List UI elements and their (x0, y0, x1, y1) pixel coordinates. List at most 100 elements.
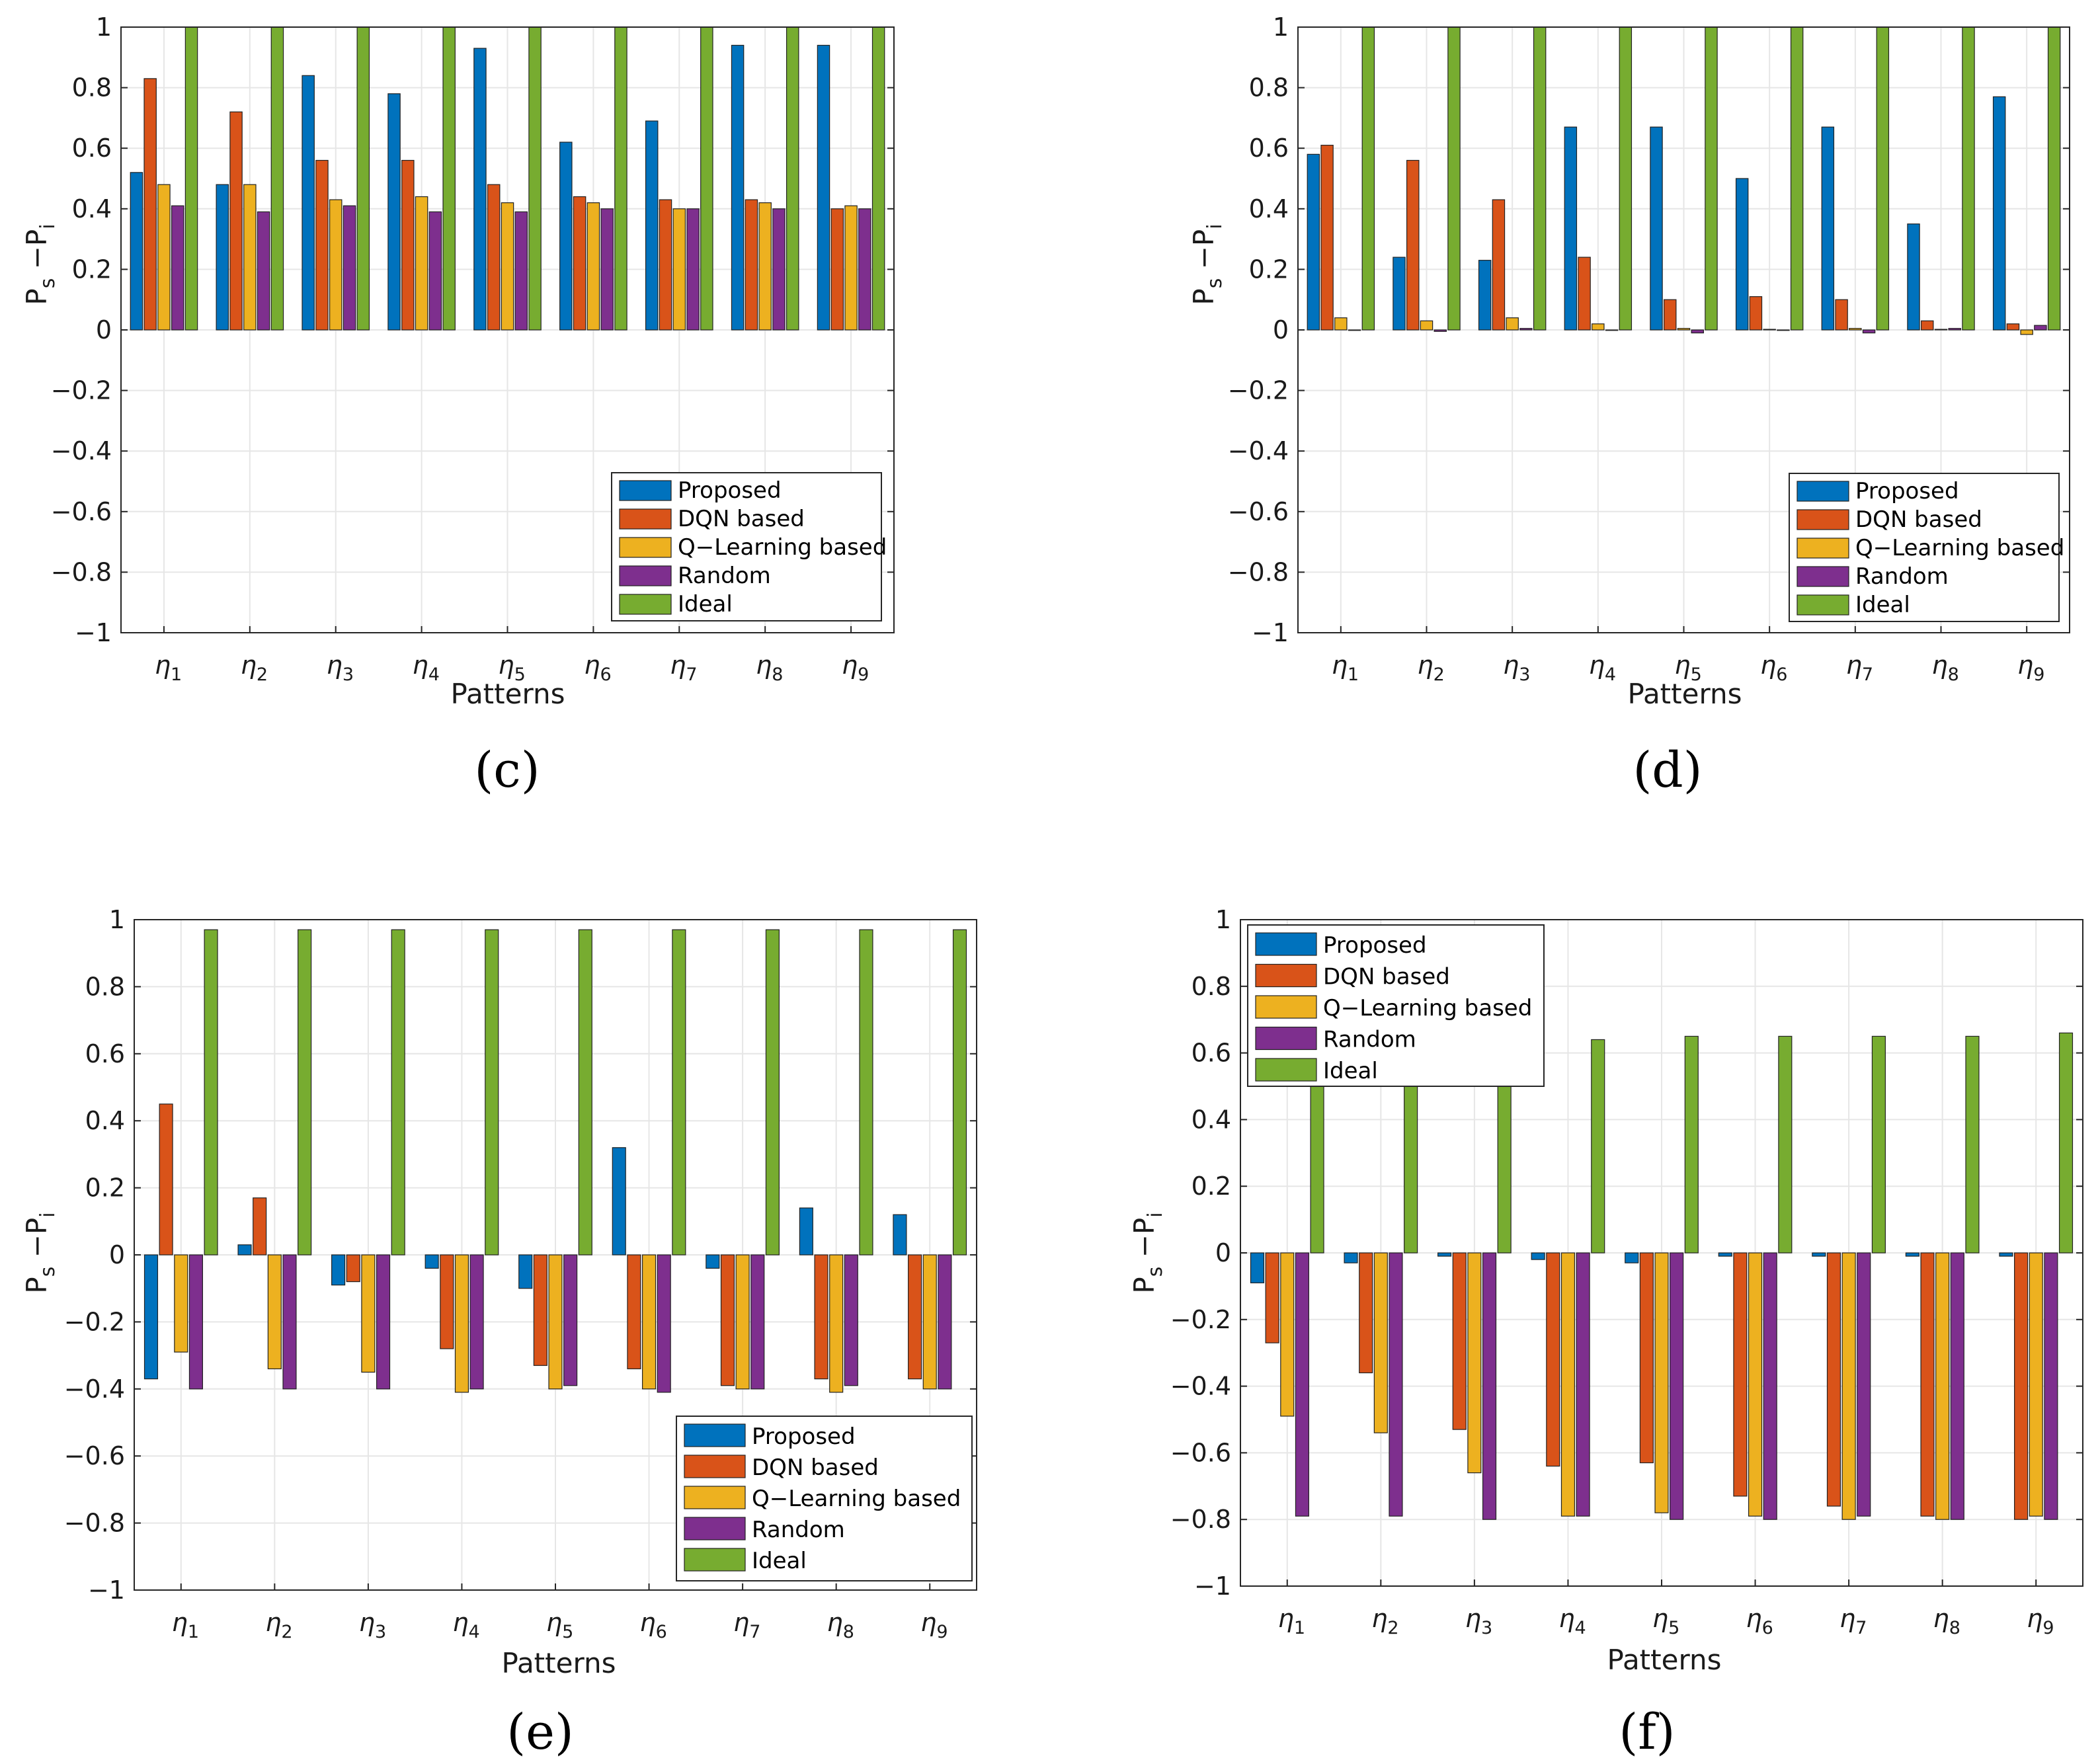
bar-random-eta3 (1482, 1252, 1497, 1520)
legend-swatch-proposed (1797, 481, 1849, 502)
bar-qlearning-eta3 (361, 1254, 376, 1373)
bar-random-eta9 (2044, 1252, 2058, 1520)
bar-dqn-eta3 (1492, 199, 1506, 331)
y-tick-label: −0.8 (1170, 1505, 1231, 1534)
bar-ideal-eta4 (1591, 1039, 1605, 1254)
y-tick-label: 0.4 (85, 1106, 125, 1135)
x-tick-label: η7 (1839, 1604, 1867, 1638)
bar-proposed-eta9 (1992, 96, 2006, 331)
x-tick-label: η2 (241, 651, 268, 685)
bar-random-eta5 (514, 211, 528, 331)
bar-random-eta2 (257, 211, 270, 331)
bar-dqn-eta4 (1546, 1252, 1560, 1467)
y-tick-label: −0.2 (1228, 376, 1289, 405)
bar-qlearning-eta7 (735, 1254, 750, 1390)
y-tick-label: 0.6 (1249, 134, 1289, 163)
legend-label-ideal: Ideal (678, 591, 733, 618)
bar-ideal-eta6 (1778, 1035, 1793, 1254)
bar-random-eta5 (1691, 329, 1704, 334)
bar-random-eta2 (1389, 1252, 1403, 1517)
bar-proposed-eta6 (1735, 178, 1749, 331)
bar-ideal-eta9 (952, 929, 967, 1256)
x-axis-label: Patterns (1607, 1644, 1722, 1676)
bar-dqn-eta6 (1749, 296, 1763, 331)
bar-qlearning-eta1 (174, 1254, 188, 1353)
y-tick-label: −0.8 (51, 557, 112, 586)
bar-random-eta6 (1763, 1252, 1777, 1520)
bar-dqn-eta5 (1639, 1252, 1654, 1464)
x-tick-label: η4 (1589, 651, 1616, 685)
y-tick-label: −0.4 (64, 1375, 125, 1404)
bar-dqn-eta3 (346, 1254, 360, 1283)
bar-qlearning-eta8 (758, 202, 772, 331)
bar-dqn-eta9 (2014, 1252, 2029, 1520)
bar-proposed-eta2 (1344, 1252, 1358, 1263)
x-tick-label: η3 (359, 1608, 386, 1642)
bar-proposed-eta9 (1999, 1252, 2013, 1257)
x-tick-label: η9 (920, 1608, 948, 1642)
chart-panel-2: −1 −0.8 −0.6 −0.4 −0.2 0 0.2 0.4 0.6 0.8 1 η1 η2 η3 η4… (1188, 13, 2070, 799)
bar-dqn-eta2 (229, 111, 243, 331)
bar-ideal-eta2 (1447, 26, 1461, 331)
x-tick-label: η2 (265, 1608, 292, 1642)
bar-random-eta8 (1950, 1252, 1964, 1520)
y-tick-label: 0.2 (1249, 255, 1289, 284)
bar-proposed-eta2 (216, 184, 229, 331)
bar-qlearning-eta9 (2020, 329, 2033, 335)
y-tick-label: 0.2 (72, 255, 112, 284)
bar-dqn-eta8 (1921, 320, 1934, 331)
bar-proposed-eta8 (1907, 223, 1920, 331)
bar-proposed-eta3 (1478, 260, 1492, 331)
bar-proposed-eta7 (1821, 126, 1835, 331)
bar-dqn-eta7 (1835, 299, 1848, 331)
bar-qlearning-eta6 (1763, 329, 1776, 331)
bar-ideal-eta9 (871, 26, 885, 331)
bar-proposed-eta8 (1905, 1252, 1919, 1257)
bar-proposed-eta4 (1564, 126, 1578, 331)
y-tick-label: −1 (1252, 618, 1289, 647)
bar-proposed-eta1 (143, 1254, 159, 1380)
bar-ideal-eta5 (1705, 26, 1718, 331)
bar-ideal-eta5 (528, 26, 542, 331)
bar-qlearning-eta2 (267, 1254, 282, 1369)
bar-random-eta4 (469, 1254, 484, 1390)
x-tick-label: η7 (1846, 651, 1873, 685)
legend-swatch-random (1797, 566, 1849, 587)
bar-proposed-eta1 (1307, 153, 1320, 331)
bar-proposed-eta4 (424, 1254, 439, 1269)
bar-dqn-eta7 (659, 199, 672, 331)
bar-dqn-eta1 (143, 78, 157, 331)
bar-ideal-eta6 (614, 26, 627, 331)
legend-label-random: Random (678, 563, 771, 589)
bar-qlearning-eta4 (1592, 323, 1605, 331)
legend-swatch-ideal (619, 594, 672, 615)
legend-label-random: Random (1855, 563, 1949, 590)
bar-qlearning-eta1 (157, 184, 171, 331)
bar-dqn-eta2 (1406, 159, 1420, 331)
legend-swatch-ideal (1797, 594, 1849, 616)
bar-proposed-eta1 (1250, 1252, 1265, 1283)
legend-label-qlearning: Q−Learning based (678, 534, 887, 561)
bar-qlearning-eta2 (1373, 1252, 1388, 1433)
panel-label: (f) (1619, 1704, 1675, 1758)
bar-dqn-eta7 (720, 1254, 735, 1386)
bar-ideal-eta9 (2047, 26, 2061, 331)
bar-qlearning-eta6 (586, 202, 600, 331)
legend-swatch-qlearning (619, 537, 672, 558)
bar-random-eta3 (1519, 328, 1533, 331)
bar-proposed-eta8 (731, 44, 745, 331)
legend-swatch-proposed (619, 480, 672, 501)
bar-proposed-eta5 (473, 48, 487, 331)
x-tick-label: η5 (1652, 1604, 1679, 1638)
bar-dqn-eta8 (745, 199, 758, 331)
bar-dqn-eta4 (440, 1254, 454, 1349)
bar-proposed-eta3 (331, 1254, 346, 1286)
bar-qlearning-eta7 (1841, 1252, 1856, 1520)
bar-random-eta6 (657, 1254, 671, 1393)
y-tick-label: 0 (1273, 315, 1289, 344)
legend-swatch-ideal (1255, 1058, 1317, 1082)
bar-dqn-eta2 (1359, 1252, 1373, 1374)
